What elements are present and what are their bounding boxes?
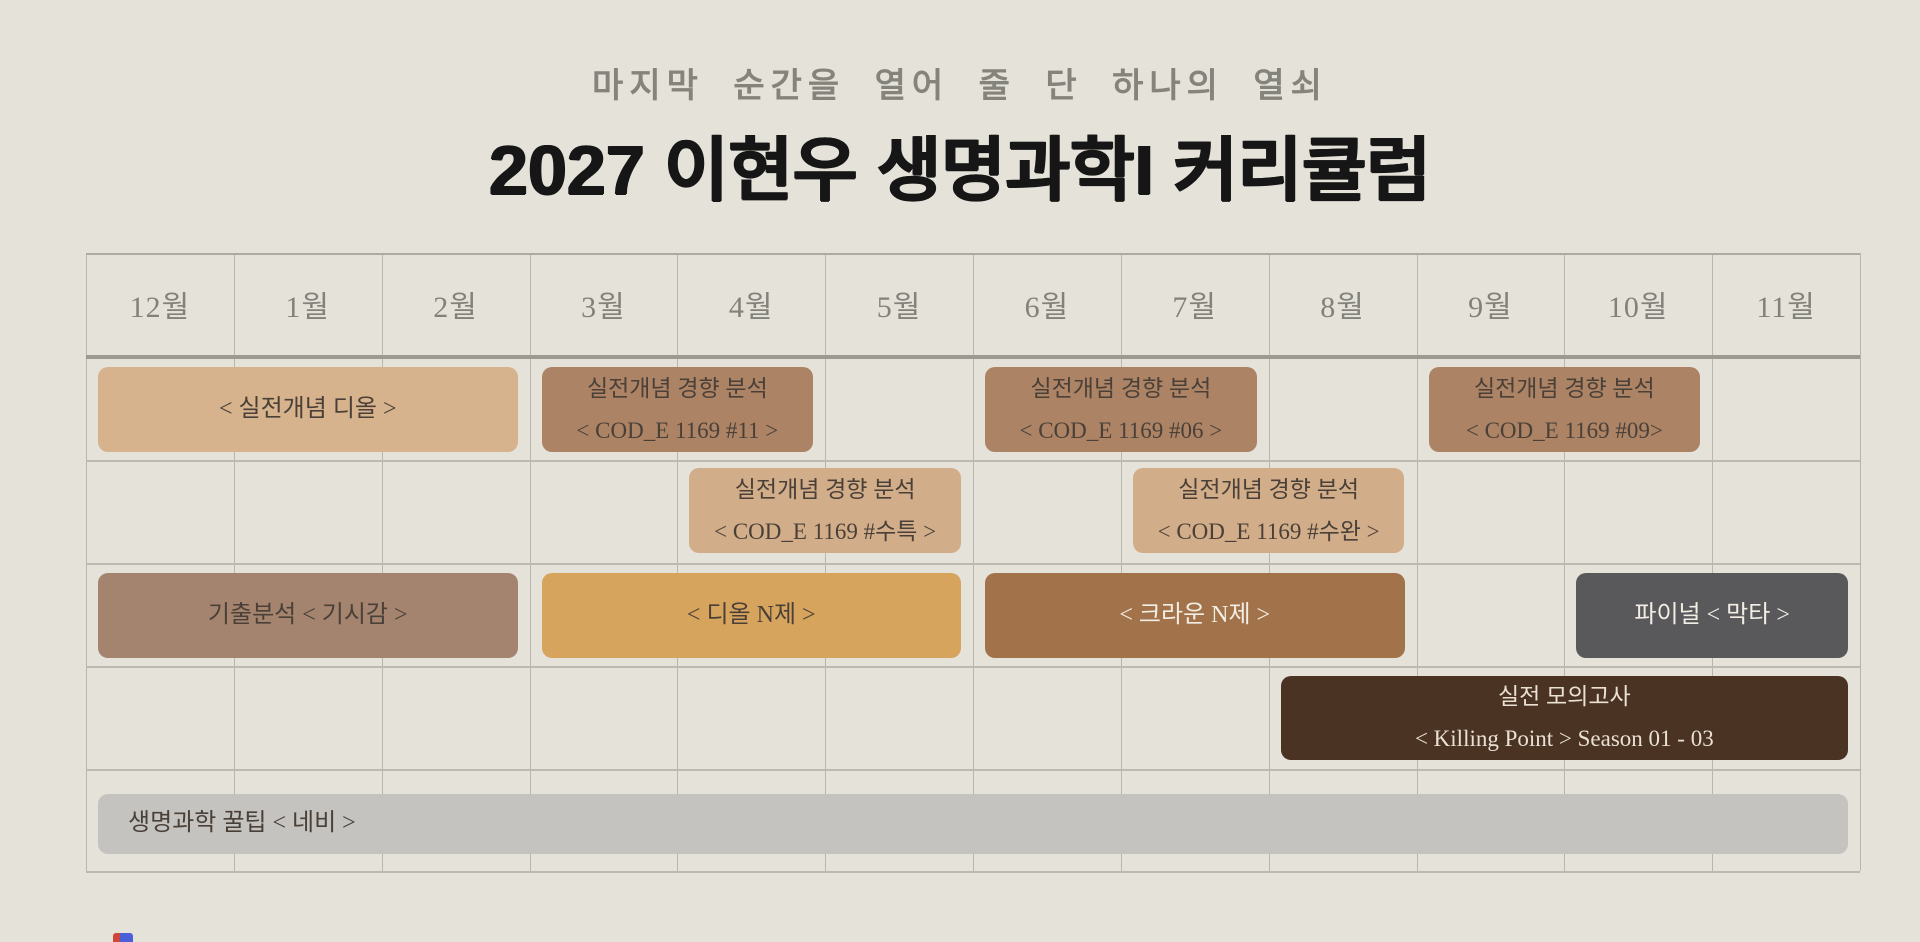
month-label: 11월: [1756, 291, 1816, 324]
bar-cod-e-suwan: 실전개념 경향 분석 < COD_E 1169 #수완 >: [1132, 468, 1405, 553]
month-label: 1월: [285, 291, 330, 324]
bar-label: 파이널 < 막타 >: [1634, 601, 1790, 628]
month-label: 4월: [728, 291, 774, 324]
bar-cod-e-11: 실전개념 경향 분석 < COD_E 1169 #11 >: [541, 367, 814, 452]
bar-label: < COD_E 1169 #09>: [1465, 417, 1663, 443]
bar-label: 실전개념 경향 분석: [734, 476, 916, 502]
grid-column-line: [677, 253, 679, 871]
bar-killing-point: 실전 모의고사 < Killing Point > Season 01 - 03: [1280, 676, 1848, 760]
grid-column-line: [825, 253, 827, 871]
bar-label: < COD_E 1169 #수특 >: [714, 518, 937, 544]
grid-column-line: [1416, 253, 1418, 871]
bar-label: < Killing Point > Season 01 - 03: [1414, 726, 1714, 751]
month-label: 9월: [1468, 291, 1513, 324]
cropped-bottom-element: [113, 933, 133, 942]
bar-cod-e-suteuk: 실전개념 경향 분석 < COD_E 1169 #수특 >: [689, 468, 961, 553]
bar-dior-n-je: < 디올 N제 >: [541, 573, 961, 658]
cropped-element-blue-part: [120, 933, 133, 942]
bar-label: < 크라운 N제 >: [1119, 601, 1271, 628]
grid-row-line: [86, 666, 1860, 668]
grid-column-line: [1564, 253, 1566, 871]
bar-label: < COD_E 1169 #11 >: [576, 417, 779, 443]
bar-final-makta: 파이널 < 막타 >: [1576, 573, 1848, 658]
grid-column-line: [1120, 253, 1122, 871]
month-label: 10월: [1607, 291, 1669, 324]
bar-label: < 실전개념 디올 >: [218, 395, 397, 422]
month-label: 7월: [1172, 291, 1217, 324]
grid-column-line: [1860, 253, 1861, 871]
grid-row-line: [86, 460, 1860, 462]
grid-column-line: [233, 253, 235, 871]
bar-label: < COD_E 1169 #수완 >: [1157, 518, 1380, 544]
bar-cod-e-09: 실전개념 경향 분석 < COD_E 1169 #09>: [1428, 367, 1701, 452]
month-label: 12월: [129, 291, 191, 324]
month-label: 8월: [1320, 291, 1365, 324]
month-label: 6월: [1024, 291, 1070, 324]
grid-row-line: [86, 871, 1860, 873]
bar-cod-e-06: 실전개념 경향 분석 < COD_E 1169 #06 >: [985, 367, 1257, 452]
month-label: 2월: [433, 291, 478, 324]
poster-title: 2027 이현우 생명과학I 커리큘럼: [489, 130, 1431, 209]
bar-label: 기출분석 < 기시감 >: [207, 601, 408, 628]
bar-crown-n-je: < 크라운 N제 >: [985, 573, 1405, 658]
bar-label: 실전개념 경향 분석: [1473, 375, 1655, 401]
bar-label: 실전 모의고사: [1497, 684, 1631, 710]
bar-navi-tips: 생명과학 꿀팁 < 네비 >: [98, 794, 1848, 854]
bar-label: < 디올 N제 >: [686, 601, 816, 628]
month-label: 3월: [581, 291, 626, 324]
grid-top-line: [86, 253, 1860, 255]
bar-label: 생명과학 꿀팁 < 네비 >: [128, 810, 356, 837]
bar-label: < COD_E 1169 #06 >: [1019, 417, 1223, 443]
grid-column-line: [1268, 253, 1270, 871]
bar-label: 실전개념 경향 분석: [1178, 476, 1360, 502]
grid-column-line: [86, 253, 87, 871]
bar-gichul-gisigam: 기출분석 < 기시감 >: [98, 573, 518, 658]
bar-label: 실전개념 경향 분석: [586, 375, 768, 401]
grid-row-line: [86, 769, 1860, 771]
grid-row-line: [86, 563, 1860, 565]
grid-column-line: [1712, 253, 1714, 871]
cropped-element-red-part: [113, 933, 120, 942]
grid-column-line: [529, 253, 531, 871]
bar-concept-dior: < 실전개념 디올 >: [98, 367, 518, 452]
grid-column-line: [973, 253, 974, 871]
grid-header-divider: [86, 355, 1860, 359]
poster-subtitle: 마지막 순간을 열어 줄 단 하나의 열쇠: [592, 66, 1328, 105]
bar-label: 실전개념 경향 분석: [1030, 375, 1212, 401]
month-label: 5월: [876, 291, 922, 324]
grid-column-line: [381, 253, 383, 871]
